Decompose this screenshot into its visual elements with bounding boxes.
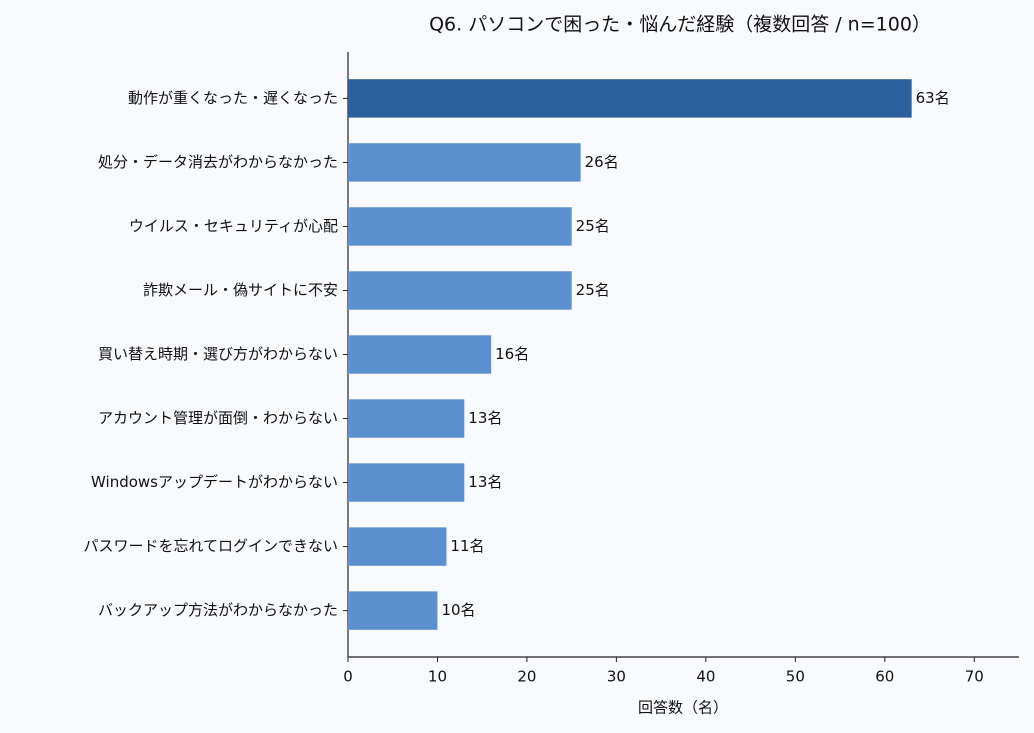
x-tick-label: 0 <box>343 668 353 686</box>
y-tick-label: 買い替え時期・選び方がわからない <box>98 345 338 363</box>
y-tick-label: Windowsアップデートがわからない <box>91 473 338 491</box>
x-tick-label: 40 <box>696 668 715 686</box>
value-label: 25名 <box>576 281 610 299</box>
bar <box>348 591 438 630</box>
value-label: 11名 <box>450 537 484 555</box>
x-tick-label: 50 <box>786 668 805 686</box>
bar <box>348 335 492 374</box>
y-tick-label: アカウント管理が面倒・わからない <box>98 409 338 427</box>
x-tick-label: 10 <box>428 668 447 686</box>
y-tick-label: バックアップ方法がわからなかった <box>98 601 338 619</box>
y-tick-label: 処分・データ消去がわからなかった <box>98 153 338 171</box>
x-tick-label: 20 <box>517 668 536 686</box>
bar <box>348 79 912 118</box>
x-tick-label: 30 <box>607 668 626 686</box>
bar <box>348 143 581 182</box>
x-tick-label: 70 <box>965 668 984 686</box>
bar <box>348 207 572 246</box>
value-label: 25名 <box>576 217 610 235</box>
x-tick-label: 60 <box>875 668 894 686</box>
value-label: 26名 <box>585 153 619 171</box>
value-label: 10名 <box>441 601 475 619</box>
value-label: 13名 <box>468 473 502 491</box>
value-label: 63名 <box>916 89 950 107</box>
y-tick-label: 詐欺メール・偽サイトに不安 <box>143 281 338 299</box>
value-label: 13名 <box>468 409 502 427</box>
value-label: 16名 <box>495 345 529 363</box>
y-tick-label: ウイルス・セキュリティが心配 <box>129 217 338 235</box>
y-tick-label: 動作が重くなった・遅くなった <box>128 89 338 107</box>
bar <box>348 399 465 438</box>
bar <box>348 527 447 566</box>
y-tick-label: パスワードを忘れてログインできない <box>83 537 338 555</box>
x-axis-label: 回答数（名） <box>638 699 728 717</box>
bar <box>348 463 465 502</box>
bar <box>348 271 572 310</box>
chart-title: Q6. パソコンで困った・悩んだ経験（複数回答 / n=100） <box>429 14 931 36</box>
